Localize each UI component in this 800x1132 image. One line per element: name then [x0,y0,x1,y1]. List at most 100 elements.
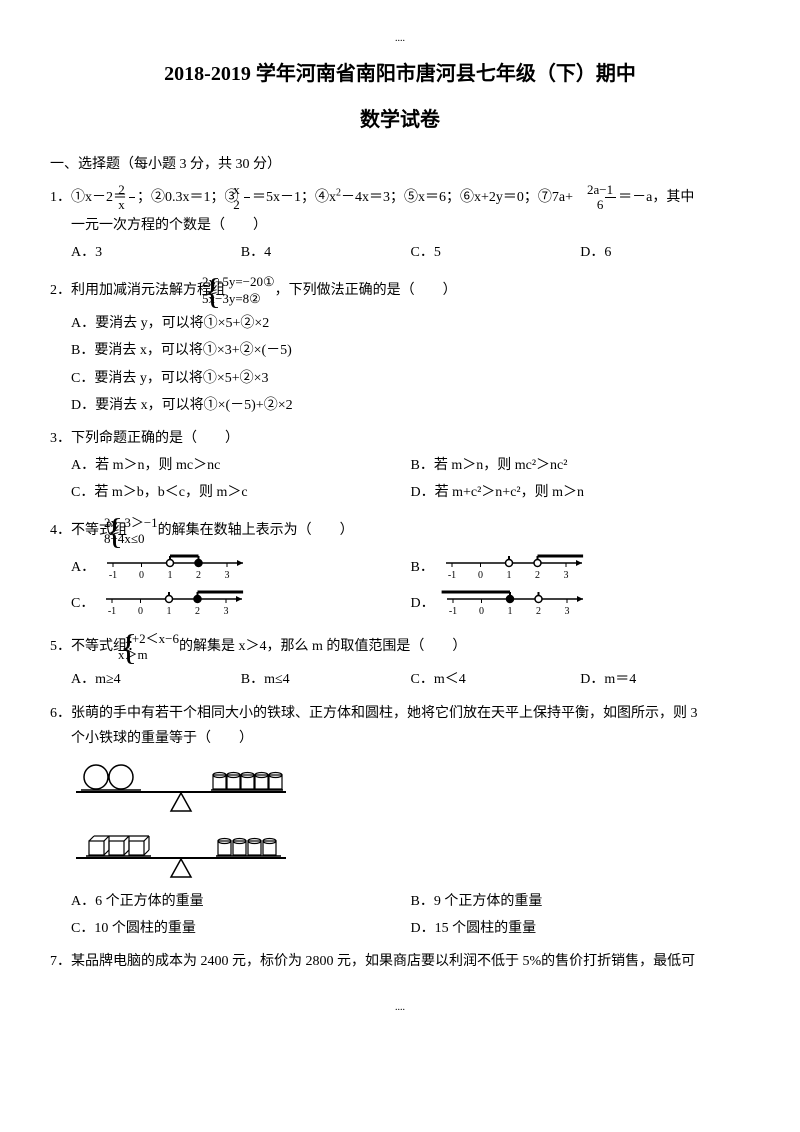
sys-ineq-1: −x+2＜x−6 [139,631,179,648]
svg-text:2: 2 [196,570,201,581]
svg-text:-1: -1 [109,570,117,581]
q4-opt-c: C． -1 0 1 2 3 [71,587,411,621]
svg-text:2: 2 [535,570,540,581]
sys-eq-1: 2x+5y=−20① [223,274,275,291]
q2-opt-a: A．要消去 y，可以将①×5+②×2 [50,311,750,336]
sys-eq-2: 5x−3y=8② [223,291,275,308]
q6-row1: A．6 个正方体的重量 B．9 个正方体的重量 [50,889,750,914]
frac-den: x [129,198,135,212]
frac-num: 2a−1 [605,183,616,198]
balance-svg-1 [71,757,291,817]
question-6: 6．张萌的手中有若干个相同大小的铁球、正方体和圆柱，她将它们放在天平上保持平衡，… [50,701,750,942]
number-line-b: -10123 [440,551,590,585]
q1-opt-a: A．3 [71,240,241,265]
svg-text:3: 3 [224,606,229,617]
sys-ineq-2: 8−4x≤0 [125,531,158,548]
balance-svg-2 [71,823,291,883]
frac-2-over-x: 2x [129,183,135,213]
q1-stem-2: 一元一次方程的个数是（ ） [50,213,750,238]
svg-text:2: 2 [536,606,541,617]
sys-ineq-2: x＞m [139,647,179,664]
q3-opt-b: B．若 m＞n，则 mc²＞nc² [411,453,751,478]
q4-opt-a: A． -1 0 1 2 3 [71,551,411,585]
number-line-c: -1 0 1 2 3 [100,587,250,621]
svg-text:0: 0 [138,606,143,617]
svg-text:0: 0 [139,570,144,581]
q2-stem: 2．利用加减消元法解方程组{2x+5y=−20①5x−3y=8②，下列做法正确的… [50,273,750,309]
page-title-2: 数学试卷 [50,102,750,138]
q4-opt-d: D． -1 0 1 2 3 [411,587,751,621]
opt-label: D． [411,597,435,612]
svg-text:1: 1 [168,570,173,581]
svg-text:-1: -1 [448,570,456,581]
q4-stem: 4．不等式组{2x−3＞−18−4x≤0的解集在数轴上表示为（ ） [50,513,750,549]
q1-text-d: －4x＝3；⑤x＝6；⑥x+2y＝0；⑦7a+ [341,190,573,205]
q6-opt-c: C．10 个圆柱的重量 [71,916,411,941]
q2-opt-c: C．要消去 y，可以将①×5+②×3 [50,366,750,391]
sys-ineq-1: 2x−3＞−1 [125,515,158,532]
number-line-a: -1 0 1 2 3 [101,551,251,585]
frac-den: 6 [605,198,616,212]
q4-text-b: 的解集在数轴上表示为（ ） [158,524,354,539]
frac-x-over-2: x2 [244,183,250,213]
svg-text:3: 3 [563,570,568,581]
svg-text:0: 0 [479,606,484,617]
footer-dots: .... [50,999,750,1017]
q7-stem: 7．某品牌电脑的成本为 2400 元，标价为 2800 元，如果商店要以利润不低… [50,949,750,974]
section-1-header: 一、选择题（每小题 3 分，共 30 分） [50,152,750,177]
q1-text-b: ；②0.3x＝1；③ [137,190,242,205]
q1-text-e: ＝－a，其中 [618,190,694,205]
q1-text-c: ＝5x－1；④x [252,190,336,205]
q3-stem: 3．下列命题正确的是（ ） [50,426,750,451]
q3-row2: C．若 m＞b，b＜c，则 m＞c D．若 m+c²＞n+c²，则 m＞n [50,480,750,505]
svg-text:-1: -1 [448,606,456,617]
svg-text:3: 3 [225,570,230,581]
q6-opt-a: A．6 个正方体的重量 [71,889,411,914]
opt-label: B． [411,561,434,576]
svg-text:2: 2 [195,606,200,617]
q6-stem: 6．张萌的手中有若干个相同大小的铁球、正方体和圆柱，她将它们放在天平上保持平衡，… [50,701,750,726]
q1-opt-c: C．5 [411,240,581,265]
q5-options: A．m≥4 B．m≤4 C．m＜4 D．m＝4 [50,667,750,692]
svg-text:1: 1 [507,606,512,617]
q6-stem-2: 个小铁球的重量等于（ ） [50,726,750,751]
question-4: 4．不等式组{2x−3＞−18−4x≤0的解集在数轴上表示为（ ） A． -1 0 1… [50,513,750,621]
q3-opt-d: D．若 m+c²＞n+c²，则 m＞n [411,480,751,505]
opt-label: C． [71,597,94,612]
q1-stem: 1．①x－2＝2x；②0.3x＝1；③ x2＝5x－1；④x2－4x＝3；⑤x＝… [50,183,750,213]
inequality-system: −x+2＜x−6x＞m [139,631,179,665]
frac-den: 2 [244,198,250,212]
balance-diagram-1 [71,757,750,817]
q3-row1: A．若 m＞n，则 mc＞nc B．若 m＞n，则 mc²＞nc² [50,453,750,478]
q5-opt-c: C．m＜4 [411,667,581,692]
question-2: 2．利用加减消元法解方程组{2x+5y=−20①5x−3y=8②，下列做法正确的… [50,273,750,418]
q2-opt-d: D．要消去 x，可以将①×(－5)+②×2 [50,393,750,418]
q6-opt-d: D．15 个圆柱的重量 [411,916,751,941]
opt-label: A． [71,561,95,576]
q5-opt-a: A．m≥4 [71,667,241,692]
page-title-1: 2018-2019 学年河南省南阳市唐河县七年级（下）期中 [50,56,750,92]
svg-text:-1: -1 [108,606,116,617]
q4-opt-b: B．-10123 [411,551,751,585]
q1-text-a: 1．①x－2＝ [50,190,127,205]
q6-opt-b: B．9 个正方体的重量 [411,889,751,914]
q4-row1: A． -1 0 1 2 3 B． -1 0 1 2 3 [50,551,750,585]
q2-opt-b: B．要消去 x，可以将①×3+②×(－5) [50,338,750,363]
frac-num: 2 [129,183,135,198]
q2-text-a: 2．利用加减消元法解方程组 [50,283,225,298]
svg-text:1: 1 [167,606,172,617]
q4-row2: C． -1 0 1 2 3 D． -1 0 1 2 3 [50,587,750,621]
q5-stem: 5．不等式组：{−x+2＜x−6x＞m的解集是 x＞4，那么 m 的取值范围是（… [50,629,750,665]
q5-opt-b: B．m≤4 [241,667,411,692]
number-line-d: -1 0 1 2 3 [441,587,591,621]
question-1: 1．①x－2＝2x；②0.3x＝1；③ x2＝5x－1；④x2－4x＝3；⑤x＝… [50,183,750,265]
q5-text-b: 的解集是 x＞4，那么 m 的取值范围是（ ） [179,640,466,655]
frac-2a-1-over-6: 2a−16 [605,183,616,213]
header-dots: .... [50,30,750,48]
q5-opt-d: D．m＝4 [580,667,750,692]
svg-text:0: 0 [478,570,483,581]
equation-system: 2x+5y=−20①5x−3y=8② [223,274,275,308]
balance-diagram-2 [71,823,750,883]
svg-text:3: 3 [564,606,569,617]
inequality-system: 2x−3＞−18−4x≤0 [125,515,158,549]
